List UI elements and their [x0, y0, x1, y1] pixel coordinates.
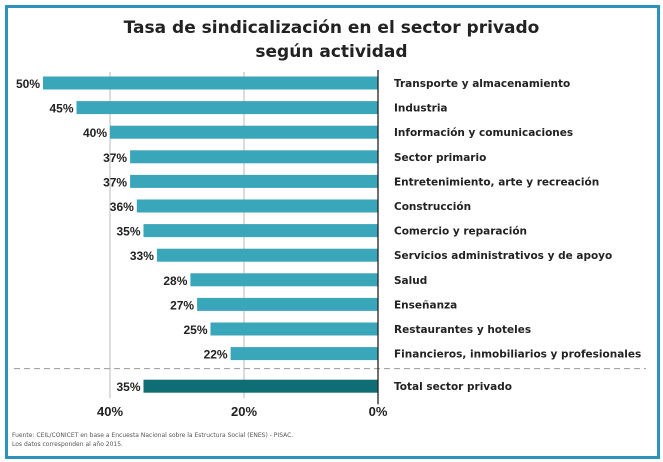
category-label: Industria [394, 103, 448, 115]
bar [143, 224, 378, 238]
bar-value-label: 27% [170, 298, 194, 312]
bar [230, 347, 378, 361]
bar-value-label: 28% [163, 274, 187, 288]
bar-value-label: 45% [49, 102, 73, 116]
bar [210, 322, 378, 336]
category-label: Comercio y reparación [394, 226, 527, 238]
bar [197, 297, 378, 311]
total-value-label: 35% [116, 380, 140, 394]
category-label: Entretenimiento, arte y recreación [394, 176, 599, 188]
bar-value-label: 50% [16, 77, 40, 91]
category-label: Sector primario [394, 152, 486, 164]
bar [130, 150, 378, 164]
category-label: Salud [394, 275, 427, 287]
bar-value-label: 40% [83, 126, 107, 140]
bar [136, 199, 378, 213]
category-label: Financieros, inmobiliarios y profesional… [394, 349, 641, 361]
bar-value-label: 25% [183, 323, 207, 337]
category-label: Restaurantes y hoteles [394, 324, 531, 336]
bar [110, 125, 378, 139]
bar-value-label: 36% [110, 200, 134, 214]
bar [156, 248, 378, 262]
x-tick-label: 40% [97, 404, 123, 419]
bar [43, 76, 378, 90]
source-note: Fuente: CEIL/CONICET en base a Encuesta … [12, 432, 294, 439]
x-tick-label: 0% [369, 404, 388, 419]
x-tick-label: 20% [231, 404, 257, 419]
bar [190, 273, 378, 287]
bar-value-label: 35% [116, 225, 140, 239]
category-label: Enseñanza [394, 299, 457, 311]
category-label: Información y comunicaciones [394, 127, 573, 139]
total-category-label: Total sector privado [394, 381, 512, 393]
source-year-note: Los datos corresponden al año 2015. [12, 441, 123, 448]
category-label: Construcción [394, 201, 471, 213]
category-label: Transporte y almacenamiento [394, 78, 570, 90]
total-bar [143, 379, 378, 393]
bar-value-label: 33% [130, 249, 154, 263]
chart-title-line1: Tasa de sindicalización en el sector pri… [123, 18, 540, 38]
bar-value-label: 37% [103, 151, 127, 165]
bar-value-label: 22% [204, 348, 228, 362]
chart-title-line2: según actividad [255, 42, 408, 62]
bar [130, 174, 378, 188]
category-label: Servicios administrativos y de apoyo [394, 250, 612, 262]
bar-value-label: 37% [103, 175, 127, 189]
bar [76, 101, 378, 115]
